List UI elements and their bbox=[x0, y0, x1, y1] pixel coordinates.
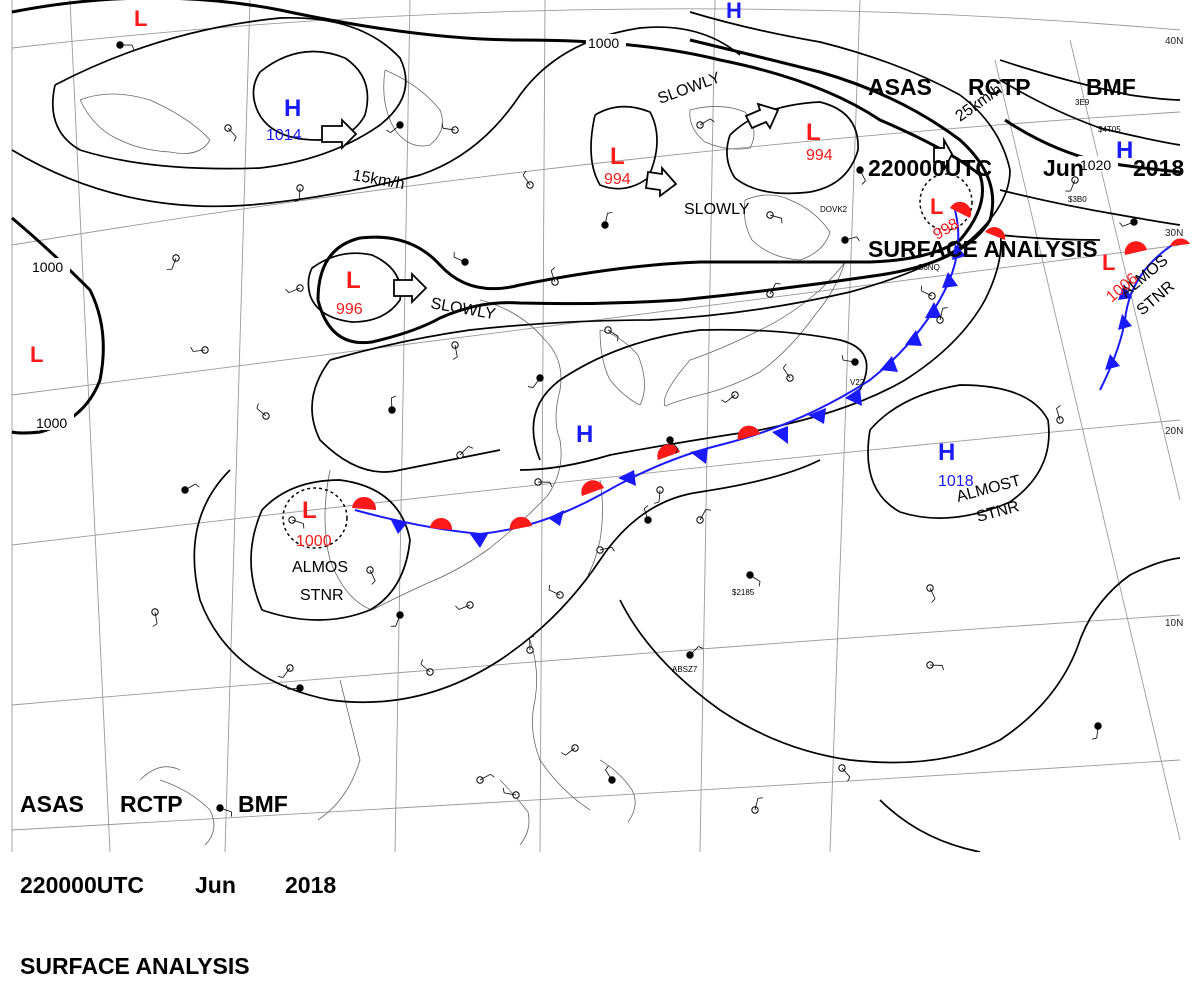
low-center-1000-value: 1000 bbox=[296, 533, 332, 550]
low-center-994-west: L bbox=[610, 143, 625, 170]
footer-agency: ASAS bbox=[20, 791, 120, 818]
footer-station: RCTP bbox=[120, 791, 238, 818]
footer-title: SURFACE ANALYSIS bbox=[20, 953, 250, 979]
almost-stnr-1000-line1: ALMOS bbox=[292, 559, 348, 576]
low-center-996: L bbox=[346, 267, 361, 294]
low-center-994-west-value: 994 bbox=[604, 171, 631, 188]
low-center-northwest: L bbox=[134, 6, 147, 31]
isobar-label-1000-southwest: 1000 bbox=[36, 415, 67, 431]
high-center-north: H bbox=[726, 0, 742, 23]
header-month: Jun bbox=[1043, 155, 1133, 182]
ship-label-absz7: ABSZ7 bbox=[672, 665, 698, 674]
high-center-1014-value: 1014 bbox=[266, 127, 302, 144]
isobar-label-1000-west: 1000 bbox=[32, 259, 63, 275]
footer-month: Jun bbox=[195, 872, 285, 899]
ship-label-2185: $2185 bbox=[732, 588, 755, 597]
low-center-994-east-value: 994 bbox=[806, 147, 833, 164]
ship-label-dovk2: DOVK2 bbox=[820, 205, 848, 214]
header-time: 220000UTC bbox=[868, 155, 1043, 182]
low-center-994-east: L bbox=[806, 119, 821, 146]
movement-label-slowly-994a: SLOWLY bbox=[684, 201, 750, 218]
footer-office: BMF bbox=[238, 791, 288, 818]
header-station: RCTP bbox=[968, 74, 1086, 101]
high-center-south: H bbox=[576, 421, 593, 448]
high-center-1018-value: 1018 bbox=[938, 473, 974, 490]
footer-year: 2018 bbox=[285, 872, 336, 898]
lat-label-10n: 10N bbox=[1165, 618, 1183, 629]
isobar-label-1000-north: 1000 bbox=[588, 35, 619, 51]
low-center-996-value: 996 bbox=[336, 301, 363, 318]
almost-stnr-1000-line2: STNR bbox=[300, 587, 344, 604]
low-center-west: L bbox=[30, 342, 43, 367]
header-year: 2018 bbox=[1133, 155, 1184, 181]
header-office: BMF bbox=[1086, 74, 1136, 101]
lat-label-20n: 20N bbox=[1165, 426, 1183, 437]
low-center-1000: L bbox=[302, 497, 317, 524]
high-center-1014: H bbox=[284, 95, 301, 122]
header-agency: ASAS bbox=[868, 74, 968, 101]
high-center-1018: H bbox=[938, 439, 955, 466]
footer-time: 220000UTC bbox=[20, 872, 195, 899]
ship-label-v22: V22 bbox=[850, 378, 865, 387]
header-title: SURFACE ANALYSIS bbox=[868, 236, 1098, 262]
